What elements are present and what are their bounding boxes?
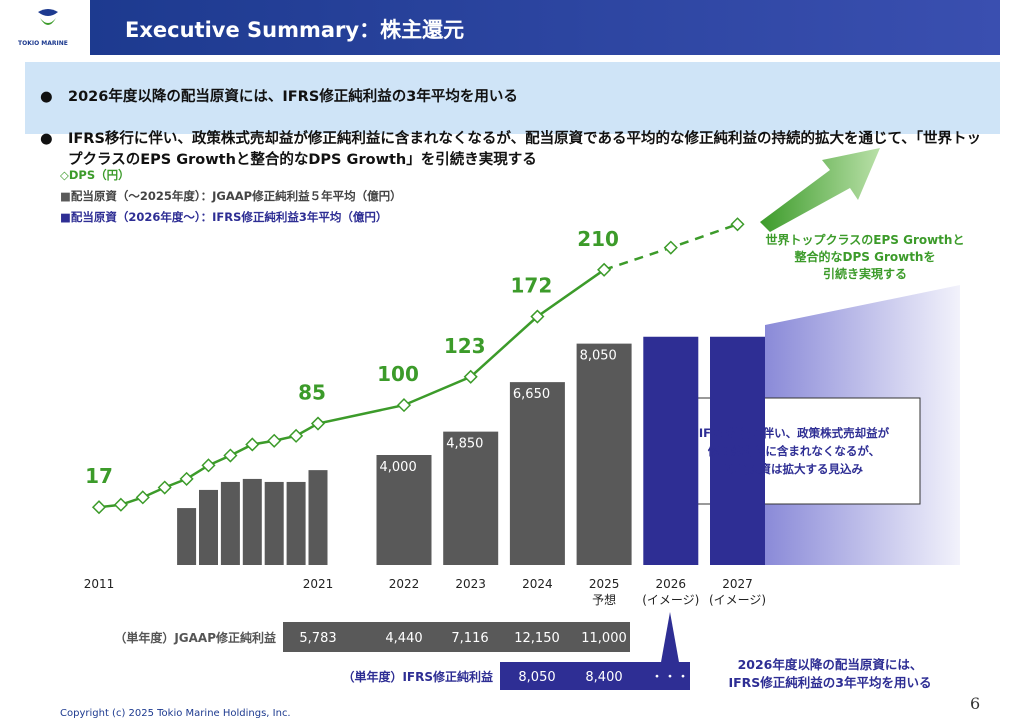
dps-label: 172: [511, 274, 553, 298]
page-number: 6: [970, 694, 981, 713]
table-row-label: （単年度）JGAAP修正純利益: [114, 630, 276, 645]
table-cell: 7,116: [451, 631, 488, 646]
bar: [710, 336, 765, 565]
header-band: [90, 0, 1000, 55]
dps-marker: [597, 262, 612, 277]
legend-label: 配当原資（～2025年度）：JGAAP修正純利益５年平均（億円）: [70, 189, 402, 203]
bullet: IFRS移行に伴い、政策株式売却益が修正純利益に含まれなくなるが、配当原資である…: [68, 131, 981, 168]
legend-marker: ◇: [60, 168, 69, 182]
bullets: ● 2026年度以降の配当原資には、IFRS修正純利益の3年平均を用いる ● IFR…: [40, 66, 990, 192]
bar: [242, 478, 262, 565]
growth-arrow: [760, 148, 880, 232]
bar: [177, 508, 197, 565]
dps-marker: [91, 500, 107, 515]
x-tick-label: 2025 予想: [588, 577, 620, 607]
bar: [509, 382, 565, 565]
bar: [286, 481, 306, 565]
legend-marker: ■: [60, 189, 71, 203]
bullet-band: [25, 62, 1000, 134]
legend-entry: ■配当原資（～2025年度）：JGAAP修正純利益５年平均（億円）: [60, 186, 402, 207]
table-cell: 4,440: [385, 631, 422, 646]
dps-marker: [201, 458, 216, 473]
dps-label: 17: [85, 464, 113, 488]
legend-marker: ■: [60, 210, 71, 224]
x-tick-label: 2026 (イメージ): [642, 577, 700, 607]
bar-label: 6,650: [513, 387, 550, 402]
bullet: 2026年度以降の配当原資には、IFRS修正純利益の3年平均を用いる: [68, 89, 518, 105]
bar: [264, 481, 284, 565]
dps-label: 100: [377, 362, 419, 386]
dps-marker: [245, 437, 260, 452]
dps-marker: [730, 217, 745, 232]
x-tick-label: 2022: [388, 577, 420, 591]
bar-label: 4,850: [446, 437, 483, 452]
dps-marker: [179, 471, 194, 486]
x-tick-label: 2011: [83, 577, 115, 591]
logo-text: TOKIO MARINE: [18, 40, 68, 47]
dps-marker: [310, 416, 326, 431]
x-tick-label: 2021: [302, 577, 334, 591]
table-cell: 8,050: [518, 670, 555, 685]
dps-marker: [463, 369, 478, 384]
bar-label: 8,050: [580, 349, 617, 364]
dps-marker: [530, 309, 545, 324]
dps-label: 210: [577, 227, 619, 251]
annotation: 世界トップクラスのEPS Growthと 整合的なDPS Growthを 引続き…: [765, 233, 965, 281]
table-band: [283, 622, 630, 652]
bar: [443, 431, 499, 565]
dps-marker: [267, 433, 282, 448]
dps-marker: [396, 398, 412, 413]
dps-label: 123: [444, 334, 486, 358]
bar: [643, 336, 699, 565]
table-cell: 12,150: [514, 631, 560, 646]
annotation: IFRS移行に伴い、政策株式売却益が 修正純利益に含まれなくなるが、 配当原資は…: [698, 426, 890, 476]
bar: [576, 343, 632, 565]
dps-marker: [135, 490, 150, 505]
title: Executive Summary：株主還元: [125, 18, 465, 42]
legend-entry: ◇DPS（円）: [60, 165, 402, 186]
dps-marker: [289, 428, 304, 443]
table-cell: 8,400: [585, 670, 622, 685]
dps-marker: [113, 497, 128, 512]
x-tick-label: 2023: [455, 577, 486, 591]
pointer: [656, 612, 684, 690]
table-cell: 5,783: [299, 631, 336, 646]
x-tick-label: 2024: [522, 577, 553, 591]
logo-mark: [38, 9, 58, 16]
x-tick-label: 2027 (イメージ): [708, 577, 767, 607]
copyright: Copyright (c) 2025 Tokio Marine Holdings…: [60, 708, 291, 719]
table-cell: 11,000: [581, 631, 627, 646]
legend: ◇DPS（円） ■配当原資（～2025年度）：JGAAP修正純利益５年平均（億円）…: [60, 165, 402, 228]
bar-label: 4,000: [380, 460, 417, 475]
table-row-label: （単年度）IFRS修正純利益: [342, 669, 493, 684]
table-cell: ・・・: [650, 670, 689, 685]
logo-mark: [40, 18, 56, 25]
legend-entry: ■配当原資（2026年度～）：IFRS修正純利益3年平均（億円）: [60, 207, 402, 228]
dps-marker: [223, 448, 238, 463]
bar: [308, 470, 328, 565]
legend-label: 配当原資（2026年度～）：IFRS修正純利益3年平均（億円）: [70, 210, 388, 224]
dps-marker: [663, 240, 678, 255]
dps-label: 85: [298, 381, 326, 405]
bar: [199, 489, 218, 565]
legend-label: DPS（円）: [68, 168, 130, 182]
bar: [376, 455, 432, 565]
dps-marker: [157, 480, 172, 495]
bar: [220, 481, 240, 565]
annotation: 2026年度以降の配当原資には、 IFRS修正純利益の3年平均を用いる: [728, 657, 932, 690]
